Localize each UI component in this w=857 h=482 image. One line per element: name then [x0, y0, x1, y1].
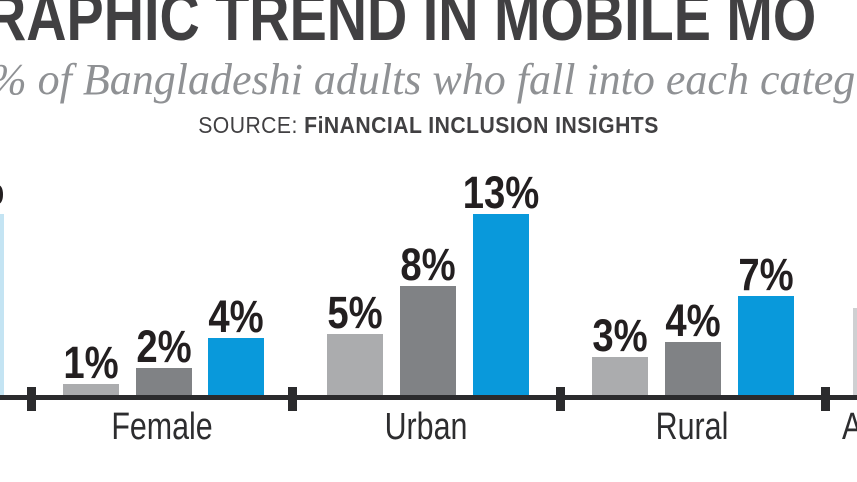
- cropped-value-label-left: %: [0, 166, 11, 216]
- bar-value-label: 2%: [136, 321, 192, 372]
- source-line: SOURCE: FiNANCIAL INCLUSION INSIGHTS: [34, 112, 822, 138]
- category-label-female: Female: [111, 406, 213, 448]
- bar-female-series-blue: [208, 338, 264, 395]
- source-name: FiNANCIAL INCLUSION INSIGHTS: [304, 112, 659, 138]
- bar-rural-series-light-gray: [592, 357, 648, 395]
- bar-value-label: 4%: [208, 291, 264, 342]
- page-title: RAPHIC TREND IN MOBILE MO: [0, 0, 817, 55]
- x-axis-tick-1: [288, 387, 297, 411]
- cropped-category-label-right: A: [842, 408, 857, 446]
- bar-urban-series-blue: [473, 214, 529, 395]
- x-axis-tick-3: [821, 387, 830, 411]
- x-axis-tick-0: [27, 387, 36, 411]
- bar-female-series-light-gray: [63, 384, 119, 395]
- bar-urban-series-dark-gray: [400, 286, 456, 395]
- x-axis-tick-2: [556, 387, 565, 411]
- category-label-urban: Urban: [384, 406, 468, 448]
- bar-rural-series-blue: [738, 296, 794, 395]
- cropped-bar-left: [0, 214, 4, 395]
- bar-rural-series-dark-gray: [665, 342, 721, 395]
- x-axis-line: [0, 395, 857, 400]
- bar-value-label: 7%: [738, 249, 794, 300]
- category-label-rural: Rural: [655, 406, 729, 448]
- cropped-bar-right: [853, 308, 857, 395]
- bar-value-label: 1%: [63, 337, 119, 388]
- chart-subtitle: % of Bangladeshi adults who fall into ea…: [0, 55, 856, 104]
- bar-value-label: 8%: [400, 239, 456, 290]
- bar-female-series-dark-gray: [136, 368, 192, 395]
- source-prefix: SOURCE:: [198, 112, 305, 138]
- bar-value-label: 5%: [327, 287, 383, 338]
- bar-value-label: 4%: [665, 295, 721, 346]
- bar-value-label: 3%: [592, 310, 648, 361]
- bar-urban-series-light-gray: [327, 334, 383, 395]
- bar-value-label: 13%: [462, 167, 540, 218]
